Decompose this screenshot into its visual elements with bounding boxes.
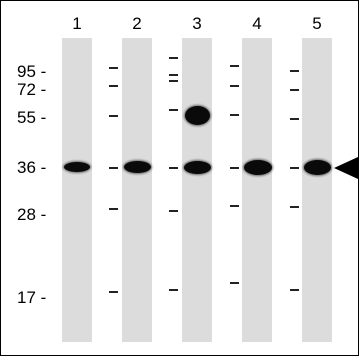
band-lane-5-36kda [304, 160, 331, 175]
marker-label-17: 17 - [17, 288, 47, 307]
band-lane-2-36kda [124, 161, 151, 173]
marker-label-95: 95 - [17, 62, 47, 81]
lane-label-2: 2 [132, 14, 142, 33]
band-lane-3-55kda [185, 106, 210, 125]
lane-strip-5 [302, 38, 332, 342]
lane-label-4: 4 [252, 14, 262, 33]
marker-label-72: 72 - [17, 80, 47, 99]
marker-label-36: 36 - [17, 158, 47, 177]
marker-label-55: 55 - [17, 108, 47, 127]
lane-strip-1 [62, 38, 92, 342]
lane-label-3: 3 [192, 14, 202, 33]
marker-label-28: 28 - [17, 205, 47, 224]
lane-strip-3 [182, 38, 212, 342]
lane-strip-2 [122, 38, 152, 342]
band-lane-1-36kda [64, 162, 90, 172]
lane-label-1: 1 [72, 14, 82, 33]
band-lane-4-36kda [244, 160, 272, 175]
arrowhead-left-icon [334, 157, 358, 179]
band-lane-3-36kda [184, 161, 211, 174]
lane-label-5: 5 [312, 14, 322, 33]
lane-strip-4 [242, 38, 272, 342]
